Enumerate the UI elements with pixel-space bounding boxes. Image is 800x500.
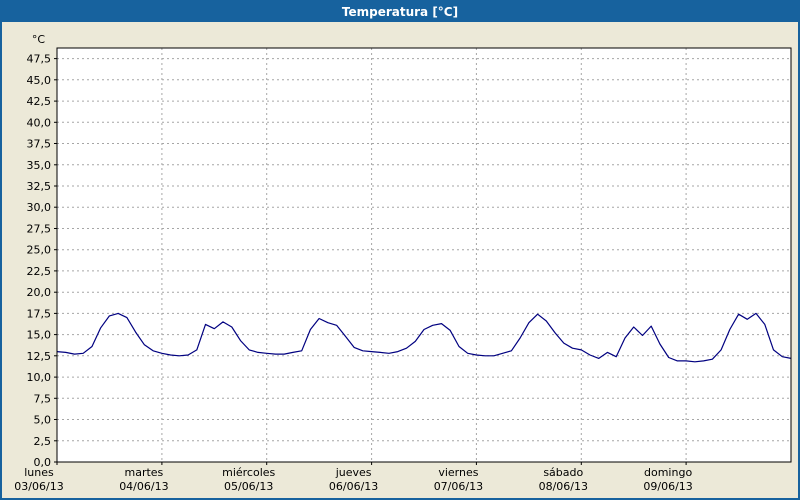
svg-text:45,0: 45,0 [27, 74, 52, 87]
svg-text:17,5: 17,5 [27, 307, 52, 320]
svg-text:domingo: domingo [644, 466, 692, 479]
svg-text:47,5: 47,5 [27, 53, 52, 66]
chart-title: Temperatura [°C] [341, 5, 459, 19]
svg-text:22,5: 22,5 [27, 265, 52, 278]
title-bar: Temperatura [°C] [2, 2, 798, 22]
svg-text:0,0: 0,0 [34, 456, 52, 469]
svg-text:05/06/13: 05/06/13 [224, 480, 273, 493]
svg-text:2,5: 2,5 [34, 435, 52, 448]
svg-text:martes: martes [125, 466, 164, 479]
svg-text:12,5: 12,5 [27, 350, 52, 363]
svg-text:30,0: 30,0 [27, 201, 52, 214]
svg-text:10,0: 10,0 [27, 371, 52, 384]
svg-text:7,5: 7,5 [34, 392, 52, 405]
svg-text:20,0: 20,0 [27, 286, 52, 299]
svg-text:42,5: 42,5 [27, 95, 52, 108]
svg-text:06/06/13: 06/06/13 [329, 480, 378, 493]
svg-text:07/06/13: 07/06/13 [434, 480, 483, 493]
svg-text:jueves: jueves [335, 466, 372, 479]
temperature-line-chart: 47,5 45,0 42,5 40,0 37,5 35,0 32,5 30,0 27,5 25,0… [14, 33, 792, 493]
svg-text:35,0: 35,0 [27, 159, 52, 172]
svg-text:37,5: 37,5 [27, 138, 52, 151]
svg-text:viernes: viernes [438, 466, 478, 479]
svg-text:°C: °C [32, 33, 46, 46]
svg-text:sábado: sábado [543, 466, 583, 479]
svg-text:15,0: 15,0 [27, 329, 52, 342]
svg-text:25,0: 25,0 [27, 244, 52, 257]
svg-text:miércoles: miércoles [222, 466, 275, 479]
svg-text:27,5: 27,5 [27, 223, 52, 236]
chart-area: 47,5 45,0 42,5 40,0 37,5 35,0 32,5 30,0 27,5 25,0… [2, 22, 798, 498]
svg-text:5,0: 5,0 [34, 414, 52, 427]
svg-text:09/06/13: 09/06/13 [643, 480, 692, 493]
svg-text:04/06/13: 04/06/13 [119, 480, 168, 493]
svg-text:03/06/13: 03/06/13 [14, 480, 63, 493]
svg-text:lunes: lunes [24, 466, 54, 479]
svg-text:40,0: 40,0 [27, 116, 52, 129]
svg-text:08/06/13: 08/06/13 [539, 480, 588, 493]
svg-text:32,5: 32,5 [27, 180, 52, 193]
